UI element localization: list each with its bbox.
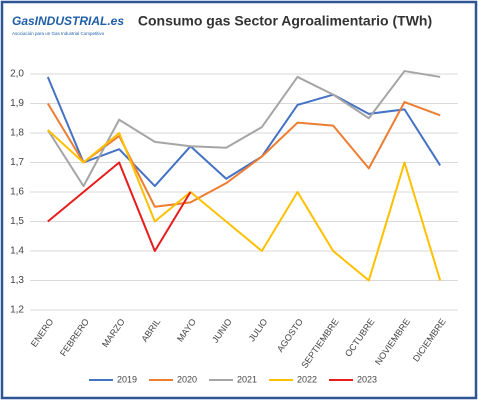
y-tick-label: 1,3: [10, 275, 24, 286]
series-line: [46, 101, 441, 208]
y-tick-label: 1,6: [10, 187, 24, 198]
y-tick-label: 1,2: [10, 305, 24, 316]
logo-tagline: Asociación para un Gas Industrial Compet…: [12, 31, 105, 36]
legend-label: 2022: [297, 374, 317, 384]
series-line: [47, 161, 192, 252]
legend-label: 2021: [237, 374, 257, 384]
chart-title: Consumo gas Sector Agroalimentario (TWh): [138, 13, 432, 29]
y-tick-label: 1,5: [10, 216, 24, 227]
y-tick-label: 1,8: [10, 128, 24, 139]
y-tick-label: 1,7: [10, 157, 24, 168]
legend-label: 2020: [177, 374, 197, 384]
series-line: [46, 76, 442, 188]
series-line: [46, 70, 441, 188]
legend-label: 2023: [357, 374, 377, 384]
legend-label: 2019: [117, 374, 137, 384]
logo: GasINDUSTRIAL.es: [12, 14, 124, 28]
y-tick-label: 1,4: [10, 246, 24, 257]
y-tick-label: 1,9: [10, 98, 24, 109]
series-line: [47, 129, 442, 282]
y-tick-label: 2,0: [10, 69, 24, 80]
